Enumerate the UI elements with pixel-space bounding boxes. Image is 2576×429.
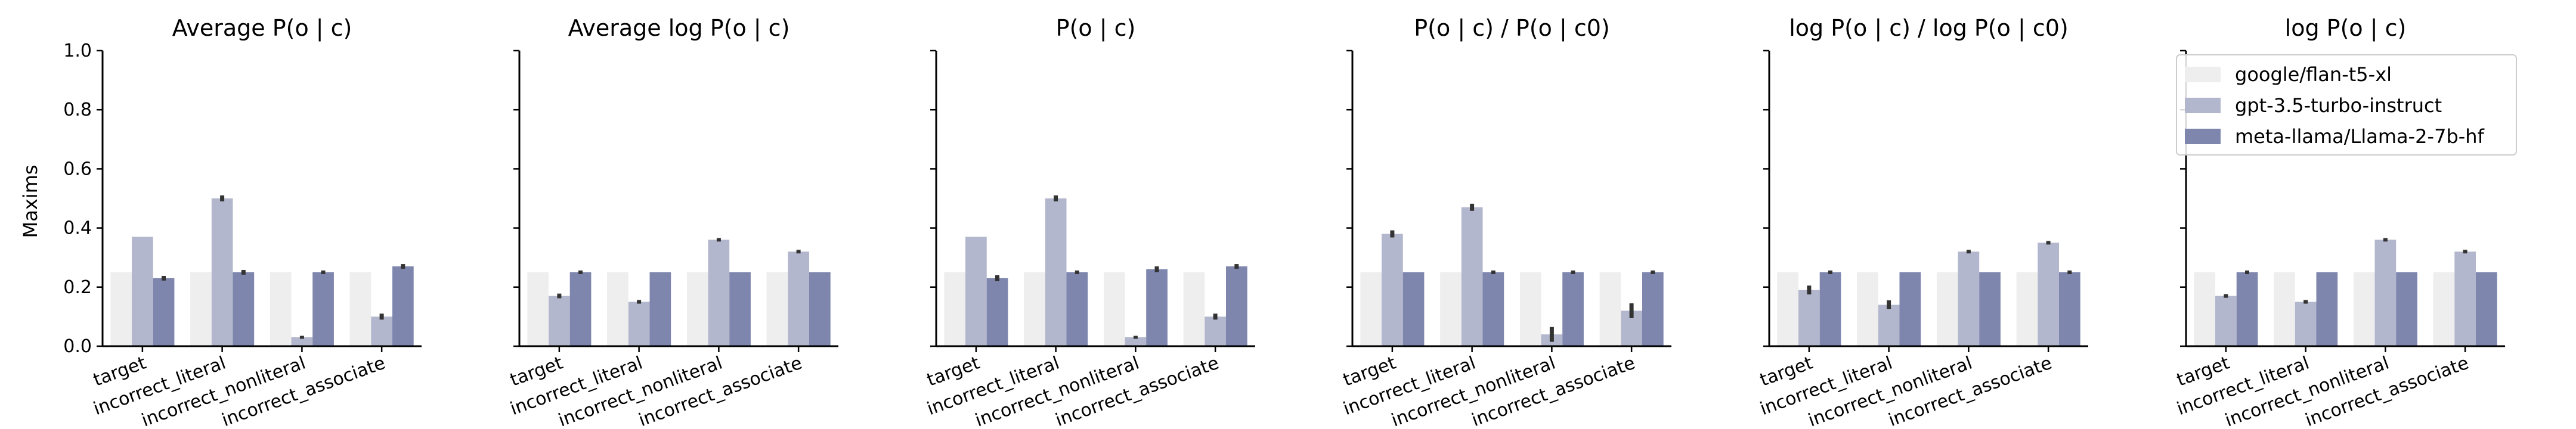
bar-3-incorrect_associate bbox=[2476, 272, 2497, 346]
bar-1-incorrect_associate bbox=[1183, 272, 1205, 346]
bar-3-incorrect_nonliteral bbox=[729, 272, 751, 346]
y-tick-label: 0.6 bbox=[63, 158, 92, 179]
bar-2-target bbox=[549, 296, 570, 346]
bar-2-target bbox=[965, 237, 987, 346]
bar-2-incorrect_literal bbox=[1045, 198, 1067, 346]
panel-6: targetincorrect_literalincorrect_nonlite… bbox=[2174, 15, 2505, 429]
y-tick-label: 1.0 bbox=[63, 41, 92, 61]
panel-title: Average P(o | c) bbox=[172, 15, 352, 42]
bar-3-incorrect_associate bbox=[1642, 272, 1664, 346]
bar-1-target bbox=[2194, 272, 2216, 346]
bar-1-target bbox=[110, 272, 132, 346]
bar-3-target bbox=[1402, 272, 1425, 346]
bar-3-incorrect_nonliteral bbox=[2396, 272, 2417, 346]
bar-3-incorrect_associate bbox=[1226, 266, 1247, 346]
legend-swatch-1 bbox=[2185, 67, 2221, 82]
bar-2-target bbox=[2215, 296, 2237, 346]
legend-swatch-3 bbox=[2185, 129, 2221, 144]
legend: google/flan-t5-xl gpt-3.5-turbo-instruct m… bbox=[2176, 54, 2517, 156]
bar-2-incorrect_literal bbox=[2295, 301, 2317, 346]
bar-3-target bbox=[569, 272, 592, 346]
bar-2-incorrect_associate bbox=[2454, 251, 2476, 346]
bar-3-incorrect_literal bbox=[649, 272, 671, 346]
bar-3-incorrect_literal bbox=[1482, 272, 1504, 346]
bar-1-incorrect_nonliteral bbox=[1936, 272, 1958, 346]
bar-1-incorrect_nonliteral bbox=[2353, 272, 2375, 346]
bar-1-target bbox=[527, 272, 549, 346]
bar-2-incorrect_associate bbox=[2038, 243, 2059, 346]
bar-2-target bbox=[132, 237, 153, 346]
bar-1-incorrect_literal bbox=[190, 272, 212, 346]
bar-1-target bbox=[944, 272, 966, 346]
y-tick-label: 0.8 bbox=[63, 100, 92, 120]
bar-1-incorrect_literal bbox=[2274, 272, 2295, 346]
bar-3-incorrect_nonliteral bbox=[312, 272, 334, 346]
bar-3-incorrect_literal bbox=[233, 272, 255, 346]
bar-3-incorrect_literal bbox=[1899, 272, 1921, 346]
bar-2-incorrect_literal bbox=[211, 198, 233, 346]
panel-title: P(o | c) bbox=[1056, 15, 1136, 42]
y-axis-label: Maxims bbox=[19, 165, 42, 238]
bar-2-target bbox=[1382, 234, 1403, 346]
bar-3-incorrect_literal bbox=[1066, 272, 1088, 346]
bar-1-incorrect_associate bbox=[349, 272, 371, 346]
bar-1-incorrect_literal bbox=[607, 272, 628, 346]
bar-3-target bbox=[1819, 272, 1841, 346]
bar-3-target bbox=[986, 278, 1008, 346]
bar-1-incorrect_associate bbox=[1599, 272, 1621, 346]
bar-2-incorrect_literal bbox=[628, 301, 650, 346]
panel-title: log P(o | c) / log P(o | c0) bbox=[1789, 15, 2069, 42]
legend-label-3: meta-llama/Llama-2-7b-hf bbox=[2235, 125, 2485, 148]
bar-3-target bbox=[153, 278, 175, 346]
y-tick-label: 0.2 bbox=[63, 277, 92, 298]
panel-title: Average log P(o | c) bbox=[568, 15, 790, 42]
bar-2-incorrect_associate bbox=[1205, 316, 1226, 346]
bar-1-target bbox=[1360, 272, 1382, 346]
bar-2-target bbox=[1798, 290, 1820, 346]
panel-title: log P(o | c) bbox=[2285, 15, 2407, 42]
bar-3-incorrect_literal bbox=[2316, 272, 2338, 346]
bar-1-incorrect_associate bbox=[2016, 272, 2038, 346]
bar-3-incorrect_associate bbox=[809, 272, 831, 346]
bar-2-incorrect_associate bbox=[371, 316, 392, 346]
bar-1-incorrect_nonliteral bbox=[270, 272, 292, 346]
bar-3-incorrect_associate bbox=[2059, 272, 2080, 346]
y-tick-label: 0.4 bbox=[63, 218, 92, 239]
legend-label-2: gpt-3.5-turbo-instruct bbox=[2235, 94, 2442, 117]
y-tick-label: 0.0 bbox=[63, 336, 92, 357]
bar-1-incorrect_associate bbox=[766, 272, 788, 346]
bar-2-incorrect_literal bbox=[1878, 304, 1900, 346]
bar-1-incorrect_literal bbox=[1440, 272, 1462, 346]
bar-2-incorrect_literal bbox=[1461, 207, 1483, 346]
bar-3-incorrect_nonliteral bbox=[1146, 269, 1168, 346]
bar-2-incorrect_nonliteral bbox=[1125, 337, 1147, 346]
bar-2-incorrect_nonliteral bbox=[2374, 240, 2397, 346]
bar-3-incorrect_associate bbox=[392, 266, 414, 346]
bar-1-incorrect_literal bbox=[1024, 272, 1045, 346]
bar-2-incorrect_associate bbox=[788, 251, 809, 346]
bar-1-incorrect_nonliteral bbox=[686, 272, 708, 346]
bar-3-target bbox=[2236, 272, 2258, 346]
legend-swatch-2 bbox=[2185, 98, 2221, 113]
panel-title: P(o | c) / P(o | c0) bbox=[1414, 15, 1609, 42]
bar-3-incorrect_nonliteral bbox=[1979, 272, 2001, 346]
bar-1-incorrect_nonliteral bbox=[1519, 272, 1541, 346]
bar-2-incorrect_nonliteral bbox=[291, 337, 313, 346]
bar-2-incorrect_nonliteral bbox=[708, 240, 730, 346]
bar-1-incorrect_literal bbox=[1857, 272, 1878, 346]
bar-1-target bbox=[1777, 272, 1799, 346]
legend-frame bbox=[2176, 54, 2517, 156]
bar-3-incorrect_nonliteral bbox=[1562, 272, 1584, 346]
bar-1-incorrect_nonliteral bbox=[1103, 272, 1125, 346]
legend-label-1: google/flan-t5-xl bbox=[2235, 63, 2392, 86]
bar-2-incorrect_nonliteral bbox=[1958, 251, 1980, 346]
bar-1-incorrect_associate bbox=[2433, 272, 2455, 346]
